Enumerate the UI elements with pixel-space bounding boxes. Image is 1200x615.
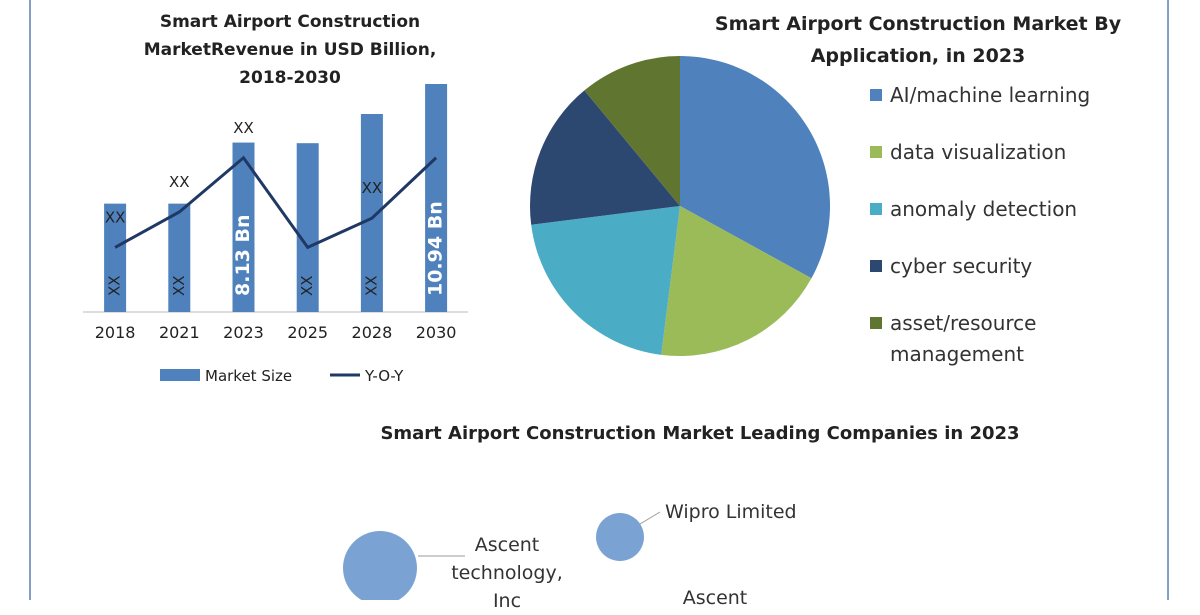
legend-label: anomaly detection: [890, 197, 1078, 221]
bubble-label: Wipro Limited: [665, 501, 797, 523]
pie-slice: [531, 206, 680, 355]
legend-marker: [870, 146, 882, 158]
x-tick-label: 2030: [416, 323, 457, 342]
bar: [360, 114, 383, 312]
chart-title: Smart Airport Construction MarketRevenue…: [143, 12, 437, 88]
chart: 2018 2021 2023 2025 2028 2030 XX XX 8.13 Bn XX XX 1…: [29, 0, 1169, 600]
x-tick-label: 2025: [287, 323, 328, 342]
legend-label: Market Size: [205, 367, 292, 385]
x-tick-label: 2023: [223, 323, 264, 342]
data-label: XX: [106, 275, 124, 296]
bubble-label: Ascent: [682, 587, 748, 609]
legend-marker: [870, 260, 882, 272]
leader-line: [639, 511, 661, 525]
legend-label: cyber security: [890, 254, 1033, 278]
data-label: XX: [233, 119, 254, 137]
data-label: XX: [362, 179, 383, 197]
legend-label: data visualization: [890, 140, 1067, 164]
legend-label: Y-O-Y: [364, 367, 404, 385]
chart-title: Smart Airport Construction Market By App…: [714, 13, 1122, 67]
legend-marker: [160, 369, 200, 381]
bar: [168, 203, 191, 312]
data-label: XX: [169, 173, 190, 191]
legend-label: asset/resource management: [890, 311, 1037, 366]
frame: [29, 0, 1169, 600]
pie-slice: [530, 90, 680, 225]
legend-marker: [870, 203, 882, 215]
bubble-label: Ascent technology, Inc: [451, 534, 563, 612]
line: [114, 155, 438, 250]
legend-label: AI/machine learning: [890, 83, 1091, 107]
data-label: 10.94 Bn: [425, 201, 447, 296]
bar: [232, 142, 255, 312]
chart-title: Smart Airport Construction Market Leadin…: [380, 423, 1020, 444]
bar: [296, 143, 319, 312]
data-label: XX: [105, 208, 126, 226]
bubble: [596, 513, 644, 561]
data-label: XX: [362, 275, 380, 296]
bar: [104, 203, 127, 312]
page: 2018 2021 2023 2025 2028 2030 XX XX 8.13 Bn XX XX 1…: [29, 0, 1169, 612]
data-label: 8.13 Bn: [232, 214, 254, 296]
legend-marker: [870, 317, 882, 329]
data-label: XX: [298, 275, 316, 296]
pie-slice: [680, 56, 830, 279]
x-tick-label: 2028: [352, 323, 393, 342]
x-tick-label: 2021: [159, 323, 200, 342]
bar: [425, 84, 448, 312]
pie-slice: [661, 206, 812, 356]
bubble: [343, 531, 417, 600]
data-label: XX: [170, 275, 188, 296]
pie-slice: [584, 56, 680, 206]
x-tick-label: 2018: [95, 323, 136, 342]
legend-marker: [870, 89, 882, 101]
